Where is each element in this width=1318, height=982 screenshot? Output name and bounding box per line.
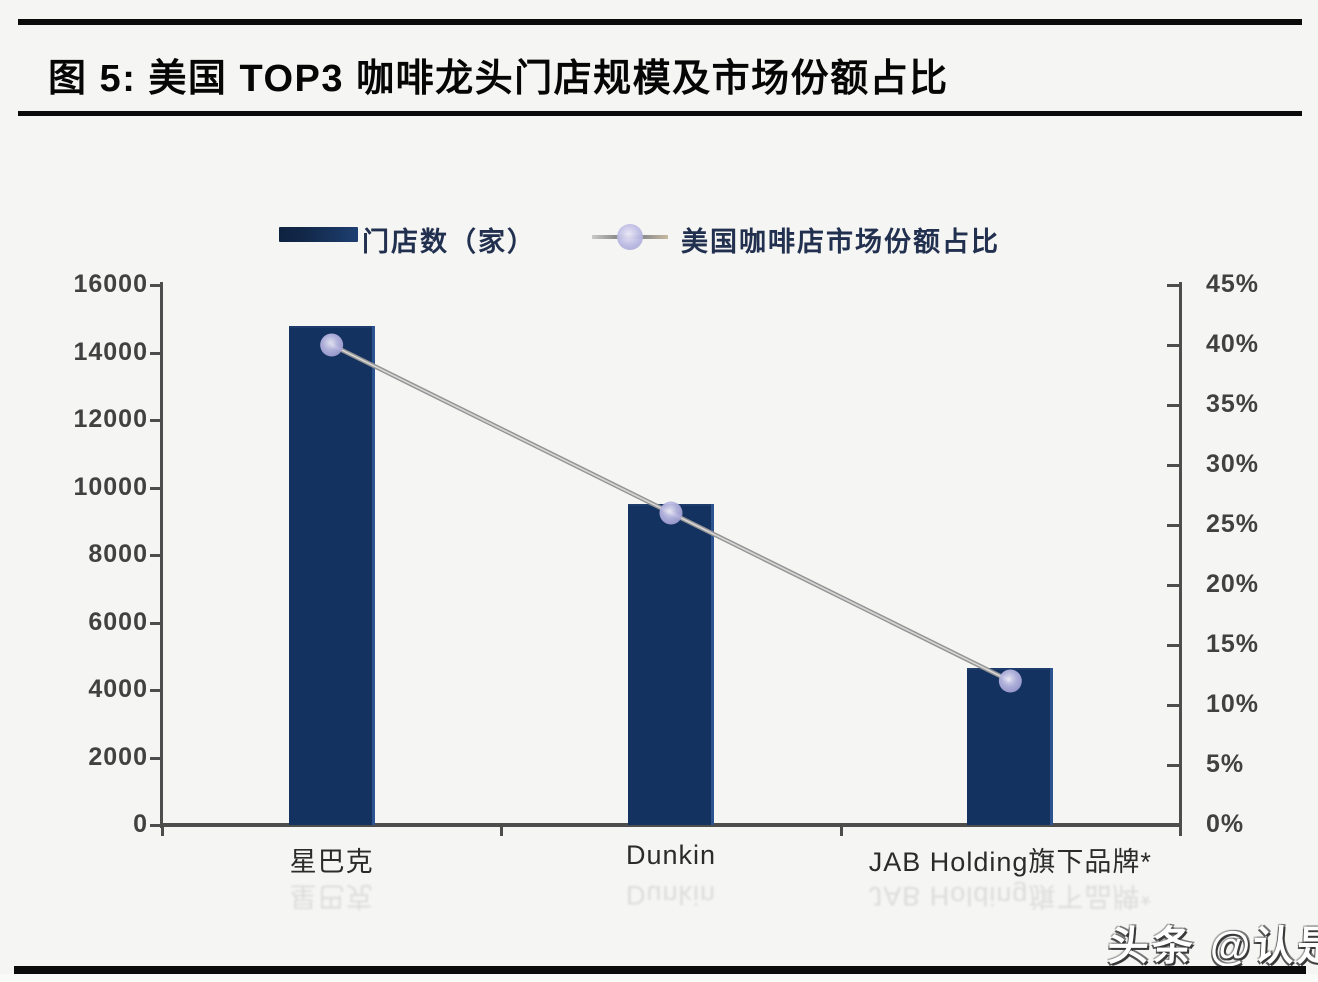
right-axis-tick	[1167, 464, 1181, 467]
left-axis-tick	[150, 351, 163, 355]
left-axis-tick	[150, 419, 163, 422]
title-bottom-rule	[18, 111, 1302, 116]
right-axis-line	[1179, 282, 1182, 828]
left-axis-tick	[150, 689, 163, 692]
x-label-dunkin: Dunkin	[625, 840, 717, 870]
x-label-reflection-starbucks: 星巴克	[289, 881, 374, 911]
right-axis-label-30: 30%	[1206, 449, 1260, 478]
right-axis-tick	[1167, 404, 1181, 407]
left-axis-tick	[150, 824, 163, 827]
right-axis-label-35: 35%	[1206, 389, 1260, 418]
left-axis-label-0: 0	[133, 809, 148, 838]
legend-bar-swatch	[279, 227, 358, 242]
right-axis-label-5: 5%	[1206, 749, 1245, 778]
left-axis-label-10000: 10000	[73, 472, 148, 501]
bar-dunkin	[628, 504, 714, 825]
left-axis-label-2000: 2000	[88, 742, 148, 771]
left-axis-label-6000: 6000	[88, 607, 148, 636]
x-axis-tick	[1179, 827, 1182, 836]
right-axis-tick	[1167, 824, 1181, 827]
x-label-jab-holding: JAB Holding旗下品牌*	[868, 847, 1152, 877]
right-axis-tick	[1167, 524, 1181, 527]
x-axis-tick	[161, 827, 164, 836]
right-axis-label-20: 20%	[1206, 569, 1260, 598]
bottom-axis-line	[160, 823, 1181, 827]
left-axis-tick	[150, 486, 163, 490]
right-axis-label-45: 45%	[1206, 269, 1260, 298]
right-axis-tick	[1167, 704, 1181, 707]
left-axis-tick	[150, 621, 163, 625]
x-axis-tick	[500, 827, 504, 836]
left-axis-tick	[150, 284, 163, 287]
right-axis-label-25: 25%	[1206, 509, 1260, 538]
legend-line-marker-icon	[617, 224, 643, 250]
x-label-reflection-dunkin: Dunkin	[625, 880, 717, 910]
right-axis-tick	[1167, 644, 1181, 647]
watermark-toutiao: 头条 @认是	[1106, 923, 1318, 969]
figure-title: 图 5: 美国 TOP3 咖啡龙头门店规模及市场份额占比	[48, 58, 949, 100]
x-label-starbucks: 星巴克	[289, 847, 374, 877]
left-axis-tick	[150, 554, 163, 557]
right-axis-label-10: 10%	[1206, 689, 1260, 718]
legend-label-market-share: 美国咖啡店市场份额占比	[681, 227, 1000, 257]
right-axis-label-0: 0%	[1206, 809, 1245, 838]
bar-jab-holding	[967, 668, 1054, 825]
left-axis-label-14000: 14000	[73, 337, 148, 366]
right-axis-label-15: 15%	[1206, 629, 1260, 658]
left-axis-label-4000: 4000	[88, 674, 148, 703]
bottom-edge-strip	[0, 974, 1318, 982]
left-axis-label-12000: 12000	[73, 404, 148, 433]
bar-starbucks	[288, 325, 375, 825]
left-axis-label-16000: 16000	[73, 269, 148, 298]
legend-label-store-count: 门店数（家）	[362, 227, 536, 257]
right-axis-tick	[1167, 284, 1181, 287]
left-axis-tick	[150, 756, 163, 760]
right-axis-tick	[1167, 584, 1181, 587]
right-axis-tick	[1167, 344, 1181, 347]
right-axis-label-40: 40%	[1206, 329, 1260, 358]
x-axis-tick	[839, 827, 843, 836]
left-axis-label-8000: 8000	[88, 539, 148, 568]
top-rule	[18, 19, 1302, 25]
bottom-rule	[14, 966, 1306, 974]
right-axis-tick	[1167, 764, 1181, 767]
